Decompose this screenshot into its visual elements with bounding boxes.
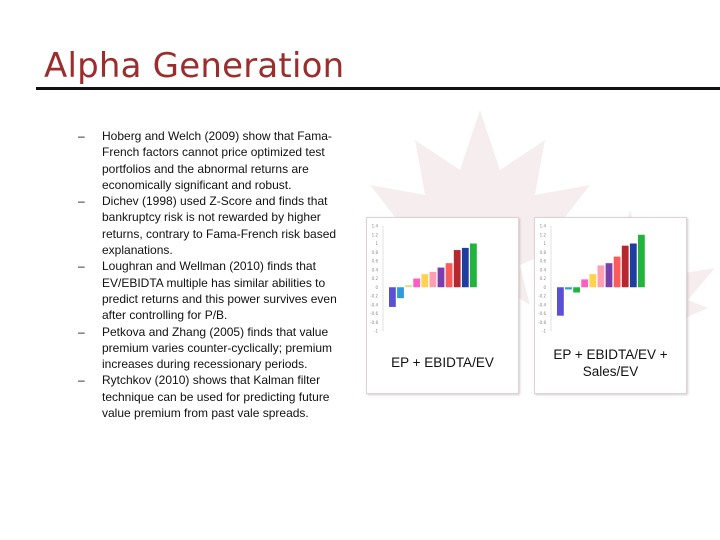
- bullet-item: – Rytchkov (2010) shows that Kalman filte…: [78, 372, 344, 421]
- bar: [573, 287, 580, 293]
- title-underline: [36, 87, 720, 90]
- y-tick-label: 1: [375, 241, 378, 246]
- bar: [429, 271, 437, 288]
- bullet-item: – Petkova and Zhang (2005) finds that val…: [78, 324, 344, 373]
- y-tick-label: -1: [542, 329, 546, 334]
- bar: [421, 274, 429, 288]
- page-title: Alpha Generation: [44, 46, 345, 86]
- y-tick-label: 0.8: [540, 250, 547, 255]
- y-tick-label: 0.2: [540, 276, 547, 281]
- bullet-dash: –: [78, 194, 85, 209]
- bar: [413, 278, 421, 288]
- y-tick-label: 0: [543, 285, 546, 290]
- bullet-list: – Hoberg and Welch (2009) show that Fama-…: [78, 128, 344, 421]
- y-tick-label: -0.4: [370, 302, 378, 307]
- y-tick-label: 1.4: [372, 224, 379, 229]
- y-tick-label: -0.4: [538, 302, 546, 307]
- bullet-dash: –: [78, 129, 85, 143]
- y-tick-label: 0.4: [372, 267, 379, 272]
- y-tick-label: 1.4: [540, 224, 547, 229]
- bar: [405, 285, 412, 288]
- y-tick-label: -0.2: [538, 294, 546, 299]
- y-tick-label: -0.6: [370, 311, 378, 316]
- y-tick-label: 0.8: [372, 250, 379, 255]
- bar: [605, 263, 613, 288]
- bullet-dash: –: [78, 373, 85, 388]
- bar: [445, 263, 453, 288]
- y-tick-label: 0.6: [540, 259, 547, 264]
- bullet-text: Dichev (1998) used Z-Score and finds tha…: [102, 194, 337, 258]
- bullet-text: Loughran and Wellman (2010) finds that E…: [102, 259, 337, 323]
- bullet-text: Petkova and Zhang (2005) finds that valu…: [102, 324, 333, 372]
- y-tick-label: -0.6: [538, 311, 546, 316]
- bar: [589, 274, 597, 288]
- y-tick-label: 0.2: [372, 276, 379, 281]
- y-tick-label: -0.2: [370, 294, 378, 299]
- bar: [597, 265, 605, 288]
- bar: [437, 267, 445, 288]
- y-tick-label: 1.2: [540, 232, 547, 237]
- bar: [557, 287, 564, 316]
- bullet-item: – Loughran and Wellman (2010) finds that …: [78, 258, 344, 323]
- bullet-dash: –: [78, 324, 85, 339]
- bar: [397, 287, 404, 299]
- bar-chart: 1.4 1.2 1 0.8 0.6 0.4 0.2 0 -0.2 -0.4 -0.6 -0.8 -1: [370, 224, 477, 334]
- y-tick-label: 0.6: [372, 259, 379, 264]
- bar: [565, 287, 572, 290]
- bullet-dash: –: [78, 259, 85, 274]
- chart-caption: EP + EBIDTA/EV + Sales/EV: [553, 347, 668, 379]
- bullet-item: – Hoberg and Welch (2009) show that Fama-…: [78, 128, 344, 193]
- y-tick-label: -1: [374, 329, 378, 334]
- chart-panel-ep-ebidta: 1.4 1.2 1 0.8 0.6 0.4 0.2 0 -0.2 -0.4 -0.6 -0.8 -1 E…: [366, 217, 519, 394]
- bar: [581, 279, 589, 288]
- y-tick-label: 0.4: [540, 267, 547, 272]
- bar: [461, 247, 469, 288]
- y-tick-label: -0.8: [538, 320, 546, 325]
- bar: [613, 256, 621, 288]
- y-tick-label: 0: [375, 285, 378, 290]
- bullet-text: Hoberg and Welch (2009) show that Fama-F…: [102, 129, 332, 192]
- bar-chart: 1.4 1.2 1 0.8 0.6 0.4 0.2 0 -0.2 -0.4 -0.6 -0.8 -1: [538, 224, 645, 334]
- bar: [453, 250, 461, 288]
- bullet-item: – Dichev (1998) used Z-Score and finds th…: [78, 193, 344, 258]
- bar: [621, 245, 629, 288]
- bar: [470, 243, 477, 288]
- bar: [638, 234, 645, 288]
- y-tick-label: 1: [543, 241, 546, 246]
- bullet-text: Rytchkov (2010) shows that Kalman filter…: [102, 373, 330, 421]
- chart-panel-ep-ebidta-sales: 1.4 1.2 1 0.8 0.6 0.4 0.2 0 -0.2 -0.4 -0.6 -0.8 -1 E…: [534, 217, 687, 394]
- y-tick-label: 1.2: [372, 232, 379, 237]
- chart-caption: EP + EBIDTA/EV: [391, 355, 494, 370]
- y-tick-label: -0.8: [370, 320, 378, 325]
- bar: [629, 243, 637, 288]
- bar: [389, 287, 396, 307]
